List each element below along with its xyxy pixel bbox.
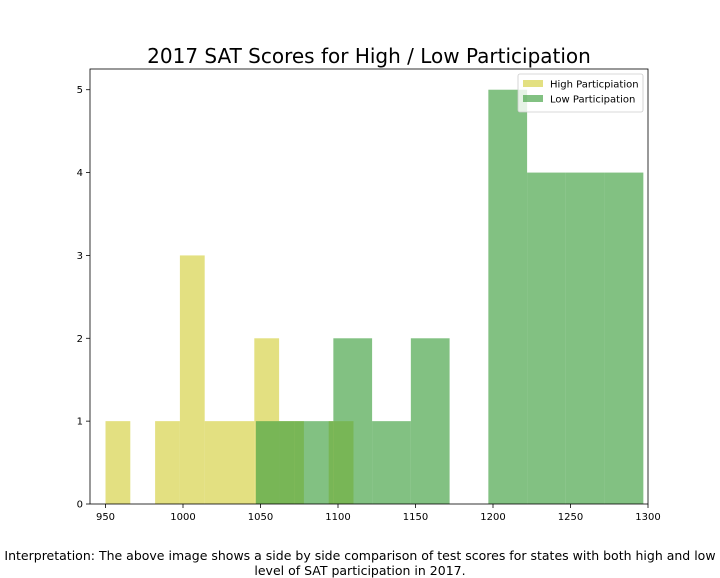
high-participation-bar <box>105 421 131 504</box>
chart-title: 2017 SAT Scores for High / Low Participa… <box>147 44 591 68</box>
x-tick-label: 1000 <box>170 512 195 523</box>
low-participation-bar <box>604 172 644 505</box>
y-tick-label: 2 <box>77 334 83 345</box>
axes-layer: 950 1000 1050 1100 1150 1200 1250 1300 0 1 2 3 4 5 <box>77 68 661 523</box>
x-tick-label: 1300 <box>635 512 660 523</box>
plot-frame <box>89 68 649 505</box>
histogram-chart: 2017 SAT Scores for High / Low Participa… <box>77 44 661 523</box>
x-tick-label: 1150 <box>403 512 428 523</box>
legend: High Particpiation Low Participation <box>517 73 644 113</box>
bars-layer <box>105 89 644 505</box>
y-tick-label: 4 <box>77 168 83 179</box>
high-participation-bar <box>229 421 255 504</box>
low-participation-bar <box>372 421 411 504</box>
low-participation-bar <box>527 172 566 505</box>
low-participation-bar <box>333 338 373 504</box>
high-participation-bar <box>179 255 205 504</box>
legend-box <box>517 73 644 113</box>
x-tick-label: 950 <box>96 512 115 523</box>
high-participation-bar <box>155 421 180 504</box>
low-participation-bar <box>294 421 334 504</box>
x-tick-label: 1100 <box>325 512 350 523</box>
legend-label: High Particpiation <box>550 80 639 91</box>
x-tick-label: 1250 <box>558 512 583 523</box>
legend-label: Low Participation <box>550 95 635 106</box>
high-participation-bar <box>204 421 230 504</box>
y-tick-label: 0 <box>77 500 83 511</box>
low-participation-bar <box>565 172 605 505</box>
low-participation-bar <box>255 421 295 504</box>
interpretation-caption: Interpretation: The above image shows a … <box>4 548 716 578</box>
x-tick-label: 1200 <box>480 512 505 523</box>
low-participation-bar <box>488 89 528 504</box>
legend-swatch <box>523 80 543 87</box>
legend-swatch <box>523 95 543 102</box>
x-tick-label: 1050 <box>248 512 273 523</box>
y-tick-label: 5 <box>77 85 83 96</box>
low-participation-bar <box>410 338 450 504</box>
y-tick-label: 1 <box>77 417 83 428</box>
y-tick-label: 3 <box>77 251 83 262</box>
